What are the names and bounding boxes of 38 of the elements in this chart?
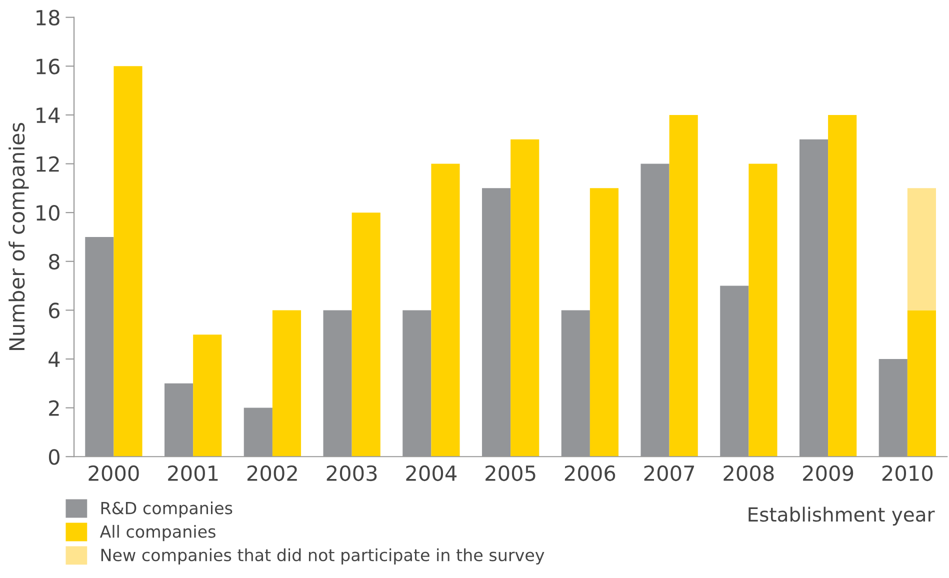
y-tick-label: 4 xyxy=(48,352,60,367)
legend-label: All companies xyxy=(100,524,216,542)
x-tick-label: 2002 xyxy=(247,465,297,482)
x-tick-label: 2009 xyxy=(803,465,854,482)
y-tick-label: 6 xyxy=(49,302,60,318)
y-tick-label: 2 xyxy=(49,400,59,416)
bar xyxy=(114,66,142,457)
y-tick-label: 12 xyxy=(36,156,59,172)
legend-label: New companies that did not participate in the survey xyxy=(101,548,544,565)
x-tick-label: 2007 xyxy=(644,465,694,482)
bar xyxy=(907,188,936,310)
bar xyxy=(510,139,540,457)
y-tick-label: 14 xyxy=(36,108,60,123)
bar xyxy=(193,334,222,457)
x-tick-label: 2010 xyxy=(882,465,933,482)
x-tick-label: 2003 xyxy=(326,465,377,482)
x-tick-label: 2001 xyxy=(168,465,218,482)
bar xyxy=(828,114,857,457)
y-tick-label: 8 xyxy=(48,254,60,270)
bar xyxy=(748,164,778,457)
y-tick-label: 18 xyxy=(36,10,60,26)
x-tick-label: 2005 xyxy=(486,465,536,482)
x-tick-label: 2004 xyxy=(406,465,457,482)
y-axis-title: Number of companies xyxy=(8,122,29,350)
x-tick-label: 2006 xyxy=(564,465,616,482)
bar xyxy=(431,164,460,457)
bar xyxy=(907,310,936,457)
bar xyxy=(590,188,619,457)
y-tick-label: 0 xyxy=(48,449,60,465)
legend-label: R&D companies xyxy=(101,501,232,518)
bar xyxy=(352,212,380,457)
y-tick-label: 10 xyxy=(36,205,60,221)
bar xyxy=(272,310,302,457)
x-tick-label: 2008 xyxy=(724,465,774,482)
bar xyxy=(669,114,698,457)
x-tick-label: 2000 xyxy=(88,465,139,482)
y-tick-label: 16 xyxy=(36,58,60,74)
x-axis-title: Establishment year xyxy=(748,506,935,526)
